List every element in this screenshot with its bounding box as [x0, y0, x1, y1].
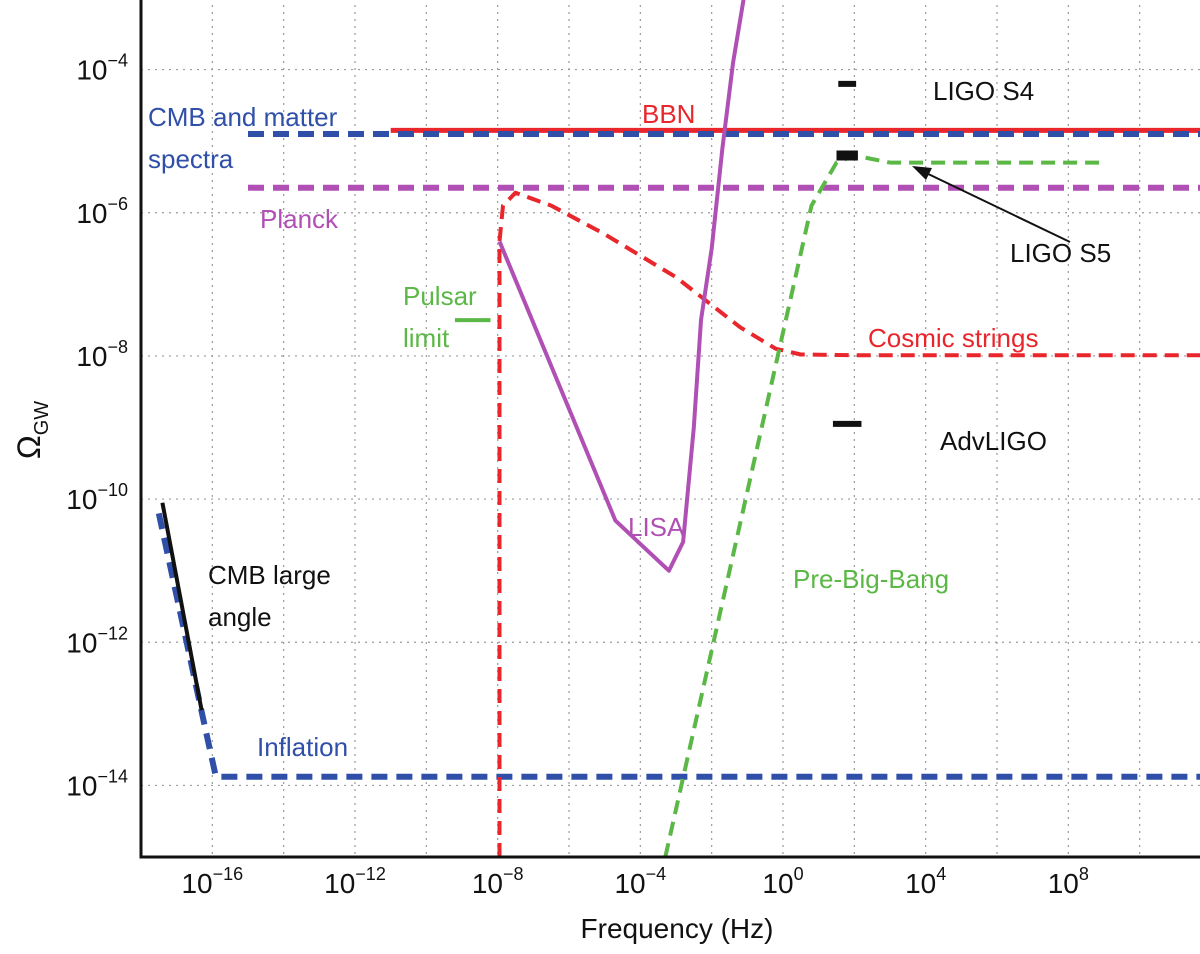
pulsar-label-2: limit	[403, 323, 450, 353]
x-tick-exponent: −16	[213, 864, 244, 884]
inflation-label: Inflation	[257, 732, 348, 762]
x-tick-base: 10	[181, 868, 212, 899]
x-tick-base: 10	[614, 868, 645, 899]
pre-big-bang-label: Pre-Big-Bang	[793, 564, 949, 594]
y-tick-base: 10	[66, 627, 97, 658]
x-tick-exponent: −12	[355, 864, 386, 884]
lisa-curve	[500, 0, 744, 571]
x-tick-exponent: 0	[794, 864, 804, 884]
cmb-matter-label-2: spectra	[148, 144, 234, 174]
y-tick-exponent: −10	[97, 480, 128, 500]
y-tick-base: 10	[66, 770, 97, 801]
y-tick-exponent: −12	[97, 623, 128, 643]
x-tick-label: 10−4	[614, 864, 666, 899]
x-tick-label: 10−16	[181, 864, 243, 899]
bbn-label: BBN	[642, 99, 695, 129]
cmb-matter-label-1: CMB and matter	[148, 102, 338, 132]
ligo-s5-arrow	[912, 166, 1070, 242]
x-tick-base: 10	[762, 868, 793, 899]
x-tick-base: 10	[324, 868, 355, 899]
x-tick-exponent: 4	[936, 864, 946, 884]
x-tick-exponent: −4	[646, 864, 667, 884]
y-tick-label: 10−12	[66, 623, 128, 658]
advligo-label: AdvLIGO	[940, 426, 1047, 456]
x-tick-base: 10	[905, 868, 936, 899]
x-tick-label: 10−12	[324, 864, 386, 899]
y-tick-exponent: −4	[107, 51, 128, 71]
y-tick-label: 10−10	[66, 480, 128, 515]
ligo-s4-label: LIGO S4	[933, 76, 1034, 106]
pulsar-label-1: Pulsar	[403, 281, 477, 311]
y-tick-label: 10−6	[76, 194, 128, 229]
cosmic-strings-label: Cosmic strings	[868, 323, 1038, 353]
x-tick-exponent: 8	[1079, 864, 1089, 884]
cmb-large-angle-label-1: CMB large	[208, 560, 331, 590]
y-tick-exponent: −14	[97, 766, 128, 786]
y-tick-label: 10−8	[76, 337, 128, 372]
lisa-label: LISA	[628, 512, 685, 542]
y-tick-base: 10	[76, 341, 107, 372]
annotations: CMB and matter spectra BBN Planck Pulsar…	[148, 76, 1111, 762]
y-tick-exponent: −8	[107, 337, 128, 357]
cmb-large-angle-label-2: angle	[208, 602, 272, 632]
planck-label: Planck	[260, 204, 339, 234]
x-tick-label: 104	[905, 864, 946, 899]
x-tick-exponent: −8	[503, 864, 524, 884]
y-axis-symbol: Ω	[11, 435, 47, 459]
x-tick-label: 108	[1048, 864, 1089, 899]
x-tick-label: 10−8	[472, 864, 524, 899]
x-tick-base: 10	[472, 868, 503, 899]
y-tick-base: 10	[76, 55, 107, 86]
cmb-large-angle-curve	[162, 503, 201, 711]
y-tick-base: 10	[76, 198, 107, 229]
y-tick-label: 10−4	[76, 51, 128, 86]
y-tick-label: 10−14	[66, 766, 128, 801]
x-tick-label: 100	[762, 864, 803, 899]
y-axis-label: ΩGW	[11, 401, 53, 459]
x-tick-base: 10	[1048, 868, 1079, 899]
ligo-s5-label: LIGO S5	[1010, 238, 1111, 268]
y-tick-base: 10	[66, 484, 97, 515]
x-axis-label: Frequency (Hz)	[581, 913, 774, 944]
y-axis-subscript: GW	[31, 401, 53, 436]
y-tick-exponent: −6	[107, 194, 128, 214]
cosmic-strings-curve	[500, 193, 1200, 857]
